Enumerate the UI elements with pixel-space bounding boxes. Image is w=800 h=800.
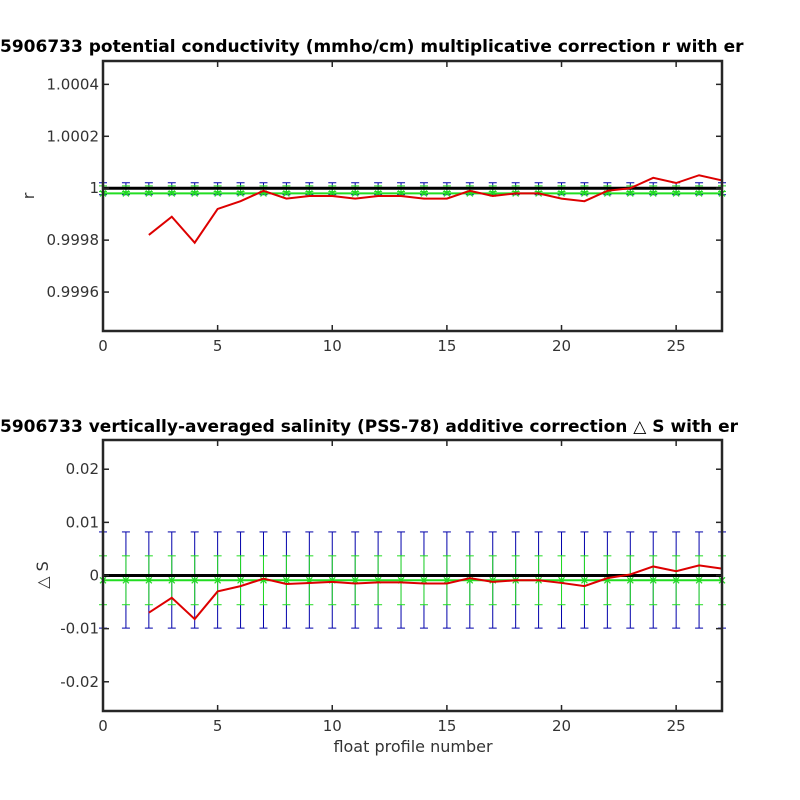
fit-point: [695, 576, 703, 584]
fit-point: [214, 189, 222, 197]
x-tick-label: 25: [667, 717, 686, 735]
fit-point: [649, 576, 657, 584]
fit-point: [695, 189, 703, 197]
fit-point: [214, 576, 222, 584]
fit-point: [420, 189, 428, 197]
fit-point: [581, 576, 588, 584]
y-axis-label: r: [19, 192, 38, 199]
fit-point: [145, 576, 153, 584]
fit-point: [237, 189, 244, 197]
x-tick-label: 15: [437, 337, 456, 355]
fit-point: [282, 189, 290, 197]
fit-point: [443, 189, 451, 197]
fit-point: [351, 189, 359, 197]
fit-point: [649, 189, 657, 197]
fit-point: [145, 189, 153, 197]
fit-point: [672, 189, 680, 197]
y-tick-label: 0.9998: [47, 231, 100, 249]
axes-frame: [101, 59, 724, 333]
fit-point: [168, 576, 176, 584]
y-tick-label: 1.0002: [47, 127, 100, 145]
fit-point: [351, 576, 359, 584]
correction-line: [148, 564, 723, 621]
y-tick-label: 1.0004: [47, 75, 100, 93]
fit-point: [282, 576, 290, 584]
x-tick-label: 15: [437, 717, 456, 735]
fit-point: [626, 576, 634, 584]
x-tick-label: 5: [213, 337, 223, 355]
fit-point: [191, 189, 199, 197]
fit-point: [420, 576, 428, 584]
y-tick-label: 0: [89, 567, 99, 585]
y-tick-label: 1: [89, 179, 99, 197]
fit-point: [581, 189, 588, 197]
x-tick-label: 20: [552, 717, 571, 735]
x-tick-label: 20: [552, 337, 571, 355]
fit-point: [672, 576, 680, 584]
plot-area: 0 5 10 15 20 25 -0.02 -0.01 0 0.01 0.02: [60, 438, 726, 735]
y-tick-label: 0.9996: [47, 283, 100, 301]
x-tick-label: 10: [323, 717, 342, 735]
x-tick-label: 5: [213, 717, 223, 735]
fit-point: [237, 576, 244, 584]
correction-line: [148, 174, 723, 245]
salinity-correction-panel: 5906733 vertically-averaged salinity (PS…: [0, 417, 739, 756]
fit-point: [191, 576, 199, 584]
y-tick-label: 0.02: [66, 460, 99, 478]
y-tick-label: 0.01: [66, 513, 99, 531]
y-axis-label: △ S: [33, 561, 52, 589]
fit-point: [558, 189, 565, 197]
y-tick-label: -0.01: [60, 620, 99, 638]
conductivity-correction-panel: 5906733 potential conductivity (mmho/cm)…: [0, 37, 744, 355]
x-tick-label: 0: [98, 337, 108, 355]
fit-point: [122, 189, 130, 197]
chart-title: 5906733 potential conductivity (mmho/cm)…: [0, 37, 744, 57]
x-axis-label: float profile number: [333, 737, 493, 756]
y-tick-label: -0.02: [60, 673, 99, 691]
plot-area: 0 5 10 15 20 25 0.9996 0.9998 1 1.0002 1.0004: [47, 59, 726, 355]
x-tick-label: 25: [667, 337, 686, 355]
chart-title: 5906733 vertically-averaged salinity (PS…: [0, 417, 739, 437]
fit-point: [122, 576, 130, 584]
fit-point: [168, 189, 176, 197]
x-tick-label: 0: [98, 717, 108, 735]
x-tick-label: 10: [323, 337, 342, 355]
fit-point: [626, 189, 634, 197]
